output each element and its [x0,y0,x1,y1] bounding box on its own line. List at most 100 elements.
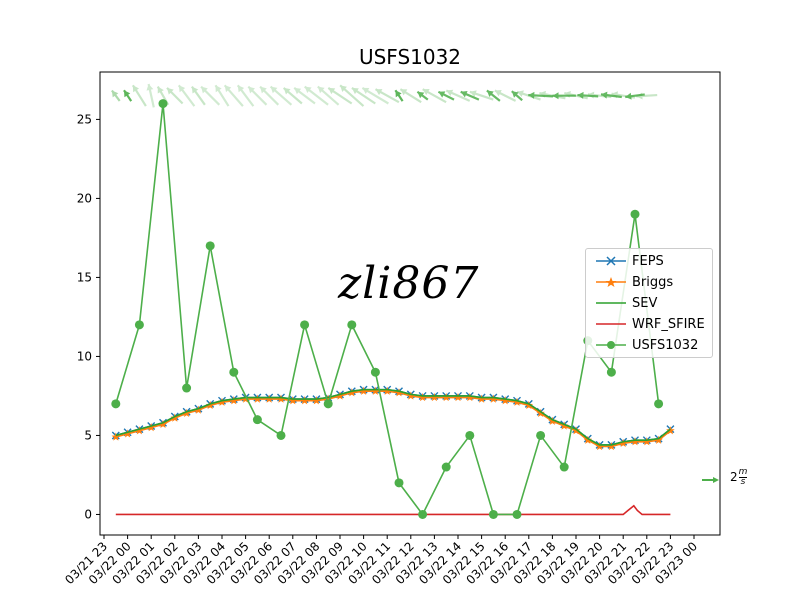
y-tick-label: 20 [77,191,92,205]
wind-arrow [460,90,480,101]
watermark: zli867 [338,258,480,309]
data-point-usfs1032 [630,209,640,219]
y-tick-label: 25 [77,112,92,126]
wind-arrow [399,88,422,104]
data-point-briggs [512,397,522,406]
wind-arrow [511,90,523,102]
data-point-briggs [559,421,569,430]
data-point-usfs1032 [559,462,569,472]
data-point-usfs1032 [606,367,616,377]
wind-arrow [469,90,494,101]
data-point-briggs [312,396,321,405]
wind-arrow [339,84,365,107]
data-point-briggs [654,435,663,444]
wind-vectors [111,83,658,108]
wind-arrow [304,85,329,106]
data-point-briggs [394,388,404,397]
wind-arrow [269,85,293,106]
wind-arrow [282,87,303,105]
data-point-usfs1032 [229,367,239,377]
quiver-key [702,477,719,483]
legend-item-sev: SEV [594,293,657,313]
series-line-usfs1032 [115,103,660,516]
legend-item-wrf-sfire: WRF_SFIRE [594,314,705,334]
y-tick-label: 0 [84,507,92,521]
data-point-briggs [382,386,392,395]
data-point-briggs [194,405,203,414]
wind-arrow [625,92,645,100]
wind-arrow [552,92,576,100]
data-point-briggs [205,400,215,410]
data-point-usfs1032 [158,99,168,109]
legend-swatch-briggs [596,277,626,287]
data-point-usfs1032 [252,415,262,425]
data-point-briggs [288,396,298,405]
legend-label-sev: SEV [632,295,658,311]
legend-label-feps: FEPS [632,253,664,269]
y-tick-label: 15 [77,270,92,284]
data-point-usfs1032 [418,509,428,519]
data-point-briggs [347,388,357,397]
data-point-briggs [430,393,439,402]
legend: FEPS Briggs SEV WRF_SFIRE USFS1032 [585,248,713,358]
legend-item-usfs1032: USFS1032 [594,335,698,355]
wind-arrow [539,90,566,100]
wind-arrow [131,84,147,107]
wind-arrow [236,84,255,107]
wind-arrow [177,84,196,107]
wind-arrow [437,90,455,101]
wind-arrow [223,84,244,107]
data-point-briggs [253,394,262,403]
data-point-briggs [158,419,168,429]
y-axis: 0 5 10 15 20 25 [77,112,100,521]
y-tick-label: 10 [77,349,92,363]
wind-arrow [394,89,404,102]
data-point-briggs [123,429,132,438]
data-point-usfs1032 [347,320,357,330]
data-point-briggs [618,438,628,447]
legend-item-feps: FEPS [594,251,664,271]
data-point-usfs1032 [323,399,333,409]
wind-arrow [587,91,612,99]
data-point-briggs [418,393,427,402]
data-point-usfs1032 [465,430,475,440]
wind-arrow [166,87,184,105]
data-point-briggs [111,432,121,441]
legend-label-briggs: Briggs [632,274,674,290]
data-point-usfs1032 [370,367,380,377]
data-point-briggs [300,396,309,405]
y-tick-label: 5 [84,428,92,442]
wind-arrow [111,89,121,102]
data-point-briggs [182,408,191,417]
wind-arrow [247,85,268,106]
data-point-usfs1032 [488,509,498,519]
data-point-usfs1032 [394,478,404,488]
data-point-briggs [406,391,416,400]
wind-arrow [293,87,316,105]
data-point-briggs [595,442,604,451]
legend-swatch-wrf-sfire [596,323,626,325]
data-point-briggs [217,397,227,406]
wind-arrow [351,86,376,105]
data-point-briggs [335,391,345,400]
series-line-feps [115,388,671,446]
chart-title: USFS1032 [359,45,461,69]
data-point-usfs1032 [300,320,310,330]
wind-arrow [200,85,221,106]
data-point-briggs [489,394,498,403]
wind-arrow [191,85,206,106]
data-point-briggs [583,435,593,444]
plot-area [99,71,721,536]
data-point-usfs1032 [654,399,664,409]
legend-item-briggs: Briggs [594,272,673,292]
data-point-briggs [229,396,239,405]
wind-arrow [146,83,155,108]
wind-arrow [123,89,133,102]
data-point-briggs [323,394,333,403]
data-point-briggs [524,400,534,410]
wind-arrow [528,91,554,99]
data-point-briggs [371,386,380,395]
wind-arrow [327,86,353,105]
